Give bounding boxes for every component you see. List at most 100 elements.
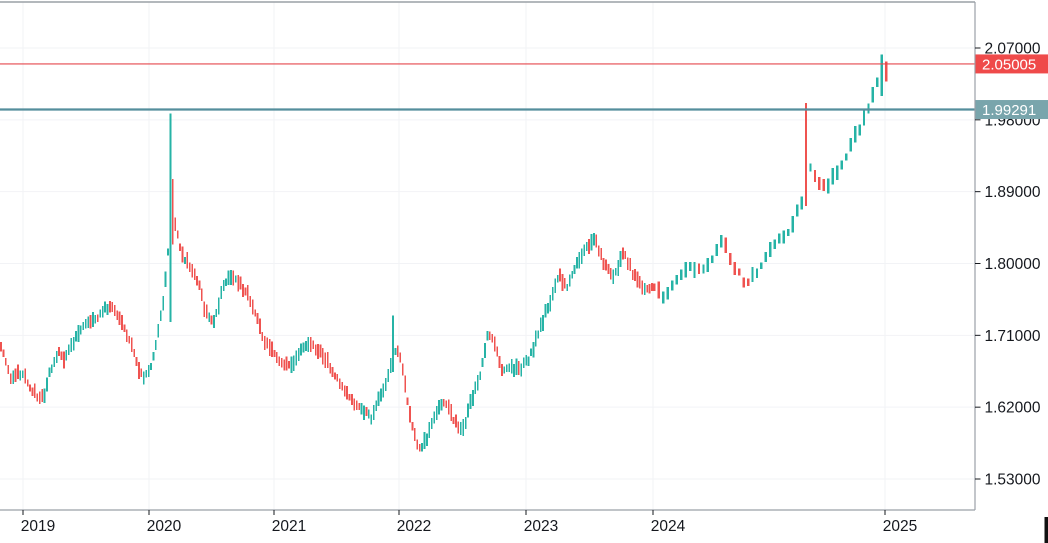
- ohlc-bar-down: [111, 301, 114, 312]
- ohlc-bar-down: [365, 407, 368, 417]
- ohlc-bar-up: [527, 356, 530, 367]
- ohlc-bar-up: [94, 314, 97, 324]
- ohlc-bar-down: [607, 263, 610, 274]
- ohlc-bar-down: [605, 259, 607, 271]
- ohlc-bar-down: [629, 257, 632, 271]
- ohlc-bar-down: [268, 338, 271, 356]
- ohlc-bar-up: [481, 358, 484, 368]
- ohlc-bar-up: [614, 267, 617, 276]
- ohlc-bar-up: [302, 342, 305, 353]
- ohlc-bar-down: [285, 356, 288, 371]
- ohlc-bar-down: [34, 383, 36, 399]
- ohlc-bar-down: [353, 398, 356, 411]
- ohlc-bar-up: [508, 363, 511, 373]
- ohlc-bar-up: [585, 241, 588, 252]
- ohlc-bar-down: [186, 251, 189, 269]
- ohlc-bar-up: [858, 124, 861, 136]
- ohlc-bar-down: [36, 393, 39, 402]
- chart-plot-area[interactable]: [0, 0, 975, 510]
- ohlc-bar-down: [818, 177, 821, 190]
- ohlc-bar-up: [675, 274, 678, 285]
- ohlc-bar-up: [593, 232, 595, 246]
- ohlc-bar-down: [411, 421, 414, 431]
- ohlc-bar-up: [208, 312, 210, 323]
- horizontal-gridlines: [0, 47, 975, 480]
- ohlc-bar-down: [244, 287, 247, 296]
- ohlc-bar-down: [237, 275, 240, 292]
- ohlc-bar-up: [711, 255, 714, 263]
- ohlc-bar-down: [196, 275, 198, 286]
- ohlc-bar-up: [382, 383, 385, 398]
- ohlc-bar-down: [254, 309, 256, 317]
- ohlc-bar-up: [578, 252, 581, 269]
- ohlc-bar-up: [590, 234, 593, 251]
- ohlc-bar-down: [697, 263, 701, 275]
- ohlc-bar-down: [314, 344, 317, 356]
- ohlc-bar-down: [334, 372, 336, 380]
- ohlc-bar-down: [397, 345, 399, 358]
- ohlc-bar-down: [251, 299, 254, 315]
- ohlc-bar-up: [297, 348, 300, 362]
- ohlc-bar-up: [46, 377, 48, 392]
- ohlc-bar-down: [559, 268, 561, 282]
- time-axis-labels: 2019 2020 2021 2022 2023 2024 2025: [21, 510, 917, 535]
- ohlc-bar-down: [401, 363, 404, 376]
- ohlc-bar-down: [409, 406, 411, 423]
- ohlc-bar-down: [191, 263, 194, 278]
- ohlc-bar-up: [510, 358, 513, 374]
- ohlc-bar-up: [679, 269, 683, 281]
- ohlc-bar-up: [791, 216, 794, 233]
- ohlc-bar-down: [266, 337, 269, 349]
- ohlc-bar-up: [809, 163, 812, 172]
- edge-artifact-strip: [1044, 517, 1048, 543]
- ohlc-bar-down: [733, 261, 736, 275]
- ohlc-bar-up: [484, 343, 486, 359]
- ohlc-bar-down: [24, 368, 27, 384]
- ohlc-bar-up: [706, 257, 710, 272]
- ohlc-bar-down: [447, 399, 450, 415]
- ohlc-bar-down: [646, 284, 648, 293]
- price-axis-scale-area[interactable]: [976, 0, 1048, 510]
- ohlc-bar-down: [283, 359, 285, 371]
- ohlc-bar-down: [651, 282, 653, 292]
- ohlc-bar-up: [423, 431, 426, 449]
- ohlc-bar-down: [457, 421, 460, 434]
- ohlc-bar-up: [234, 275, 237, 283]
- ohlc-bar-down: [338, 378, 341, 390]
- ohlc-bar-up: [522, 357, 525, 369]
- ohlc-bar-down: [26, 379, 29, 387]
- ohlc-bar-up: [43, 388, 46, 404]
- time-tick-label: 2025: [883, 518, 917, 535]
- ohlc-bar-up: [70, 338, 73, 353]
- ohlc-bar-down: [341, 381, 344, 391]
- ohlc-bar-down: [346, 386, 348, 400]
- ohlc-bar-up: [515, 358, 518, 375]
- ohlc-bar-up: [217, 297, 220, 315]
- ohlc-bar-down: [193, 268, 196, 280]
- ohlc-bar-up: [147, 364, 150, 378]
- ohlc-bar-up: [169, 113, 172, 322]
- ohlc-bar-up: [576, 256, 578, 269]
- ohlc-bar-down: [324, 352, 327, 368]
- ohlc-bar-down: [358, 402, 361, 411]
- ohlc-bar-up: [769, 241, 772, 258]
- ohlc-bar-up: [755, 268, 759, 279]
- ohlc-bar-down: [326, 352, 329, 368]
- ohlc-bar-down: [564, 278, 566, 289]
- ohlc-bar-down: [278, 356, 281, 367]
- ohlc-bar-down: [626, 257, 629, 270]
- ohlc-bar-up: [693, 262, 696, 278]
- ohlc-bar-up: [55, 351, 58, 364]
- ohlc-bar-down: [724, 237, 727, 254]
- ohlc-bar-up: [580, 248, 583, 265]
- ohlc-bar-up: [549, 295, 552, 312]
- ohlc-bar-up: [862, 108, 866, 126]
- ohlc-bar-up: [213, 315, 215, 329]
- ohlc-bar-down: [600, 247, 603, 260]
- ohlc-bar-up: [617, 260, 619, 277]
- ohlc-bar-down: [406, 397, 409, 405]
- ohlc-bar-down: [634, 268, 636, 282]
- ohlc-bar-up: [92, 312, 94, 327]
- ohlc-bar-down: [179, 243, 181, 251]
